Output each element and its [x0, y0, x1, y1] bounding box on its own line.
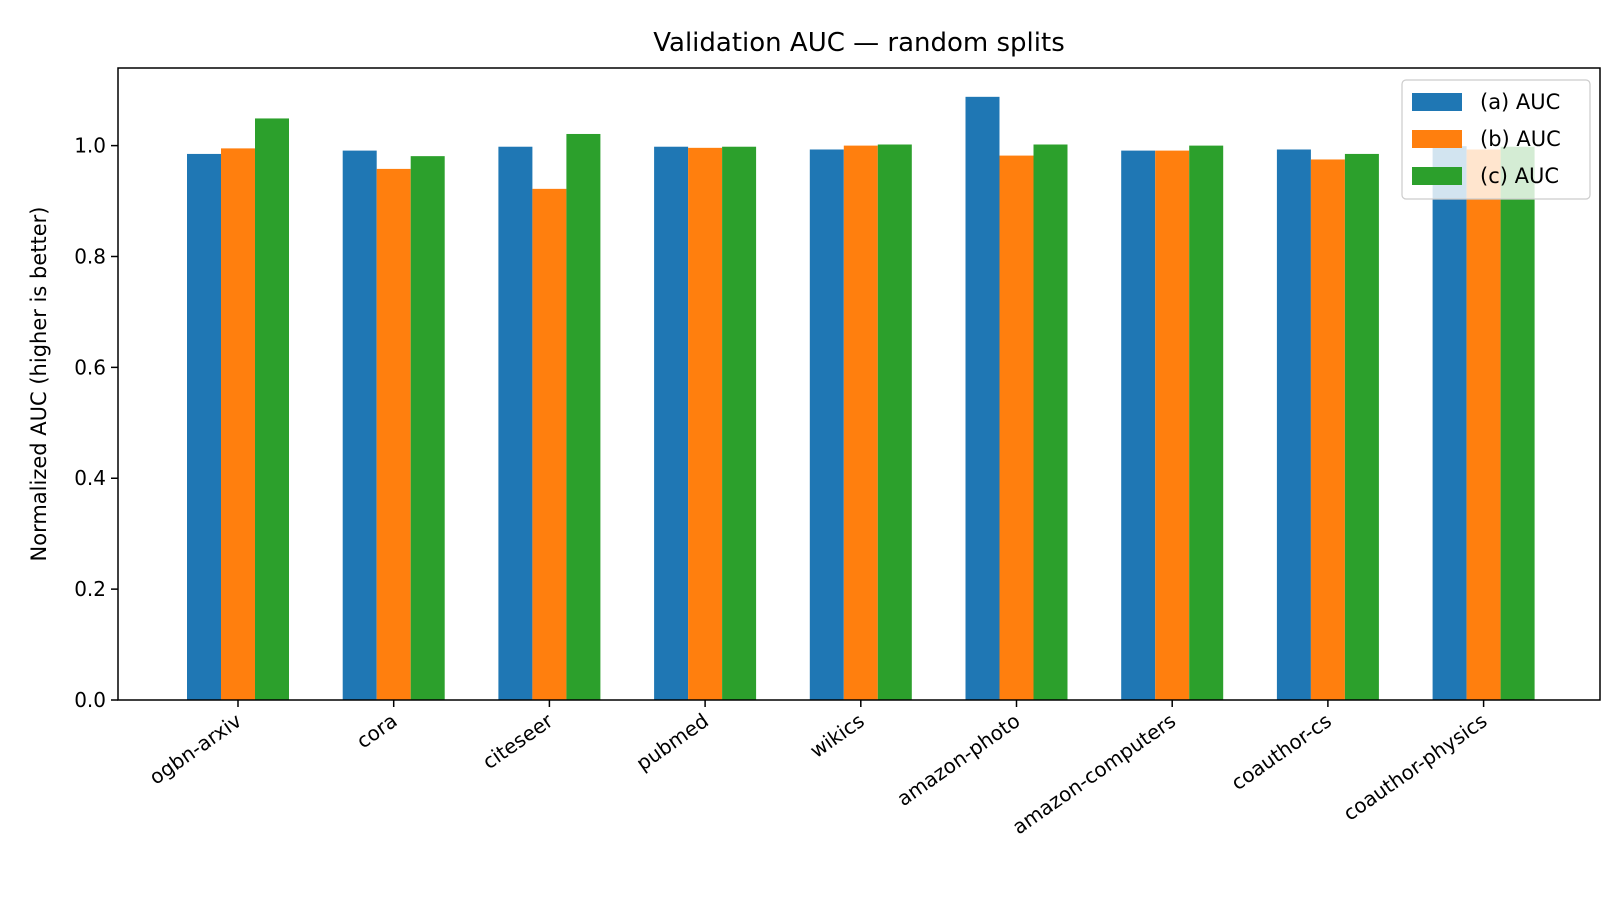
- y-axis-label: Normalized AUC (higher is better): [27, 207, 51, 562]
- legend: (a) AUC (b) AUC (c) AUC: [1401, 79, 1591, 200]
- x-tick-label: ogbn-arxiv: [145, 708, 246, 789]
- legend-label: (a) AUC: [1480, 90, 1560, 114]
- bars-group: [187, 96, 1535, 701]
- y-tick-label: 0.0: [74, 688, 106, 712]
- x-tick-label: pubmed: [632, 708, 713, 775]
- y-tick-label: 1.0: [74, 134, 106, 158]
- x-tick-label: amazon-computers: [1008, 708, 1180, 839]
- x-axis-ticks: ogbn-arxiv cora citeseer pubmed wikics amazon…: [145, 700, 1492, 839]
- bar-amazon-photo-series-3: [1033, 144, 1068, 701]
- bar-amazon-computers-series-3: [1189, 145, 1224, 701]
- bar-cora-series-3: [410, 156, 445, 701]
- bar-pubmed-series-3: [722, 146, 757, 701]
- y-tick-label: 0.2: [74, 577, 106, 601]
- bar-wikics-series-1: [809, 149, 844, 700]
- bar-coauthor-physics-series-2: [1466, 149, 1501, 700]
- plot-frame: [117, 67, 1601, 701]
- bar-pubmed-series-1: [654, 146, 689, 701]
- bar-coauthor-cs-series-2: [1310, 159, 1345, 700]
- y-tick-label: 0.6: [74, 355, 106, 379]
- bar-citeseer-series-3: [566, 133, 601, 700]
- bar-coauthor-physics-series-3: [1500, 146, 1535, 701]
- bar-ogbn-arxiv-series-1: [187, 153, 221, 701]
- x-tick-label: amazon-photo: [892, 708, 1024, 810]
- x-tick-label: coauthor-cs: [1227, 708, 1336, 794]
- bar-wikics-series-3: [877, 144, 912, 701]
- bar-citeseer-series-2: [532, 188, 567, 700]
- bar-citeseer-series-1: [498, 146, 533, 701]
- bar-ogbn-arxiv-series-3: [255, 118, 289, 701]
- bar-amazon-computers-series-2: [1155, 150, 1190, 700]
- bar-cora-series-2: [376, 168, 411, 700]
- bar-cora-series-1: [342, 150, 377, 700]
- chart-title: Validation AUC — random splits: [653, 28, 1065, 58]
- bar-coauthor-physics-series-1: [1432, 146, 1467, 700]
- legend-swatch: [1412, 167, 1462, 185]
- x-tick-label: coauthor-physics: [1339, 708, 1492, 825]
- bar-wikics-series-2: [843, 145, 878, 701]
- bar-coauthor-cs-series-3: [1344, 153, 1379, 701]
- legend-label: (b) AUC: [1480, 127, 1561, 151]
- legend-label: (c) AUC: [1480, 164, 1559, 188]
- x-tick-label: citeseer: [478, 708, 558, 774]
- y-tick-label: 0.8: [74, 244, 106, 268]
- y-tick-label: 0.4: [74, 466, 106, 490]
- x-tick-label: wikics: [805, 708, 868, 762]
- legend-swatch: [1412, 130, 1462, 148]
- y-axis-ticks: 0.0 0.2 0.4 0.6 0.8 1.0: [74, 134, 118, 712]
- bar-amazon-computers-series-1: [1121, 150, 1156, 700]
- bar-amazon-photo-series-2: [999, 155, 1034, 700]
- bar-amazon-photo-series-1: [965, 96, 1000, 701]
- bar-coauthor-cs-series-1: [1276, 149, 1311, 700]
- bar-ogbn-arxiv-series-2: [221, 148, 255, 700]
- x-tick-label: cora: [352, 708, 402, 753]
- bar-pubmed-series-2: [688, 147, 723, 701]
- legend-swatch: [1412, 93, 1462, 111]
